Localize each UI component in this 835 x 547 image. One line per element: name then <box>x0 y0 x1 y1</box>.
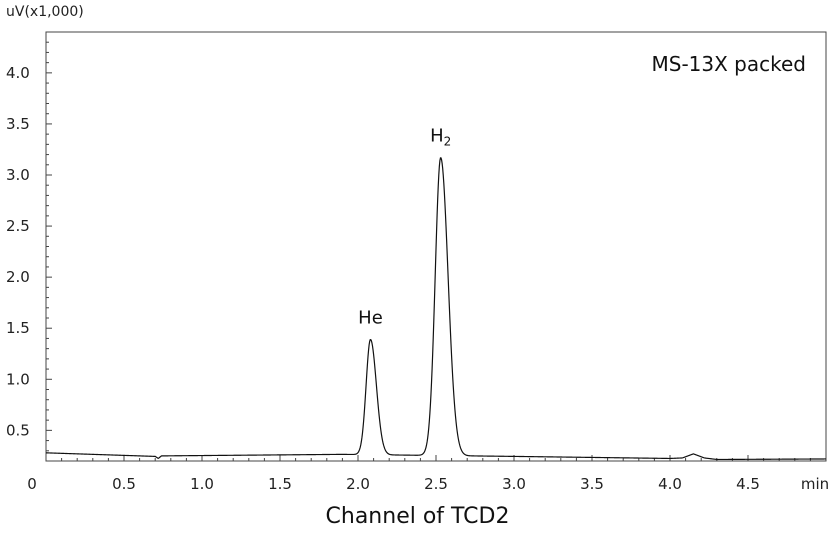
y-tick-label: 3.0 <box>6 166 30 184</box>
x-tick-label: min <box>801 475 829 493</box>
x-axis: 0 0.5 1.0 1.5 2.0 2.5 3.0 3.5 4.0 4.5 min <box>27 455 829 493</box>
x-tick-label: 0.5 <box>112 475 136 493</box>
y-tick-label: 2.0 <box>6 268 30 286</box>
peak-label: H2 <box>430 126 451 149</box>
y-tick-label: 2.5 <box>6 217 30 235</box>
y-unit-label: uV(x1,000) <box>6 4 84 20</box>
x-tick-label: 2.0 <box>346 475 370 493</box>
x-tick-label: 4.0 <box>658 475 682 493</box>
x-tick-label: 2.5 <box>424 475 448 493</box>
x-tick-label: 4.5 <box>736 475 760 493</box>
x-tick-label: 0 <box>27 475 37 493</box>
y-axis: 0.5 1.0 1.5 2.0 2.5 3.0 3.5 4.0 <box>6 41 52 452</box>
chromatogram-trace <box>45 157 826 461</box>
x-tick-label: 3.5 <box>580 475 604 493</box>
y-tick-label: 1.0 <box>6 370 30 388</box>
y-tick-label: 4.0 <box>6 64 30 82</box>
peak-label-main: H <box>430 126 444 147</box>
peak-label-subscript: 2 <box>444 135 452 149</box>
y-tick-label: 1.5 <box>6 319 30 337</box>
peak-label-main: He <box>358 307 383 328</box>
x-tick-label: 1.0 <box>190 475 214 493</box>
y-tick-label: 3.5 <box>6 115 30 133</box>
peak-labels: He H2 <box>358 126 451 329</box>
x-tick-label: 1.5 <box>268 475 292 493</box>
peak-label: He <box>358 307 383 328</box>
column-label: MS-13X packed <box>652 52 807 76</box>
y-tick-label: 0.5 <box>6 421 30 439</box>
chart-caption: Channel of TCD2 <box>325 504 510 529</box>
x-tick-label: 3.0 <box>502 475 526 493</box>
